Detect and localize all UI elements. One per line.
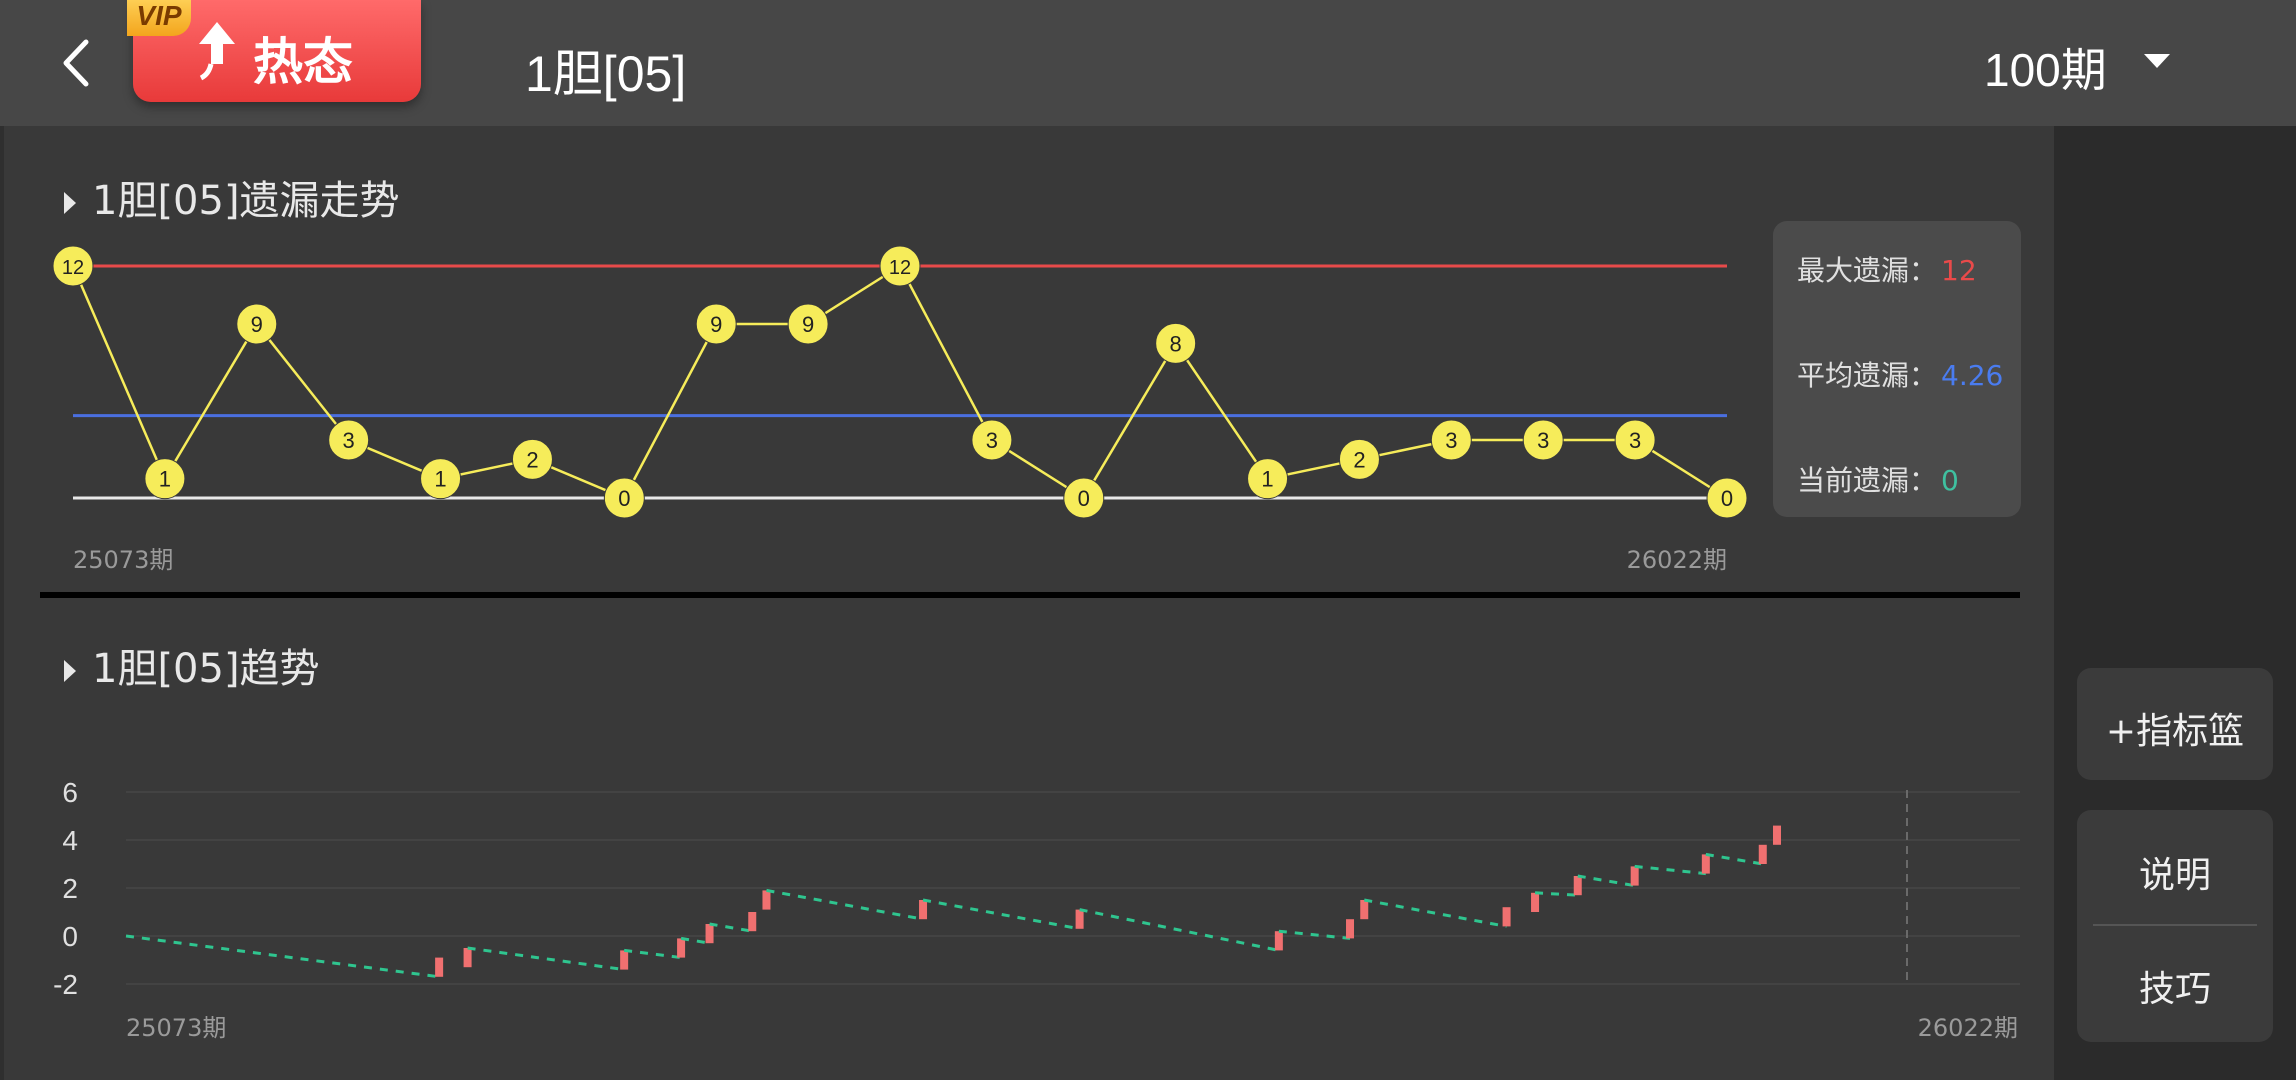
hot-state-button[interactable]: VIP 热态 — [127, 0, 421, 102]
chevron-left-icon — [63, 39, 89, 87]
stat-avg-omission: 平均遗漏： 4.26 — [1797, 354, 2003, 394]
help-card-separator — [2093, 924, 2257, 926]
omission-trend-title[interactable]: 1胆[05]遗漏走势 — [62, 168, 400, 226]
stat-avg-label: 平均遗漏： — [1797, 359, 1938, 392]
period-dropdown[interactable]: 100期 — [1984, 34, 2170, 96]
vip-badge: VIP — [127, 0, 191, 36]
indicator-basket-card: +指标篮 — [2077, 668, 2273, 780]
hot-state-label: 热态 — [253, 33, 353, 91]
arrow-up-icon — [199, 22, 235, 81]
trend-title[interactable]: 1胆[05]趋势 — [62, 636, 320, 694]
omission-stats-box: 最大遗漏： 12 平均遗漏： 4.26 当前遗漏： 0 — [1773, 221, 2021, 517]
stat-max-omission: 最大遗漏： 12 — [1797, 249, 1977, 289]
stat-avg-value: 4.26 — [1941, 359, 2004, 392]
page-title: 1胆[05] — [525, 46, 687, 102]
trend-title-text: 1胆[05]趋势 — [92, 646, 320, 692]
main-panel — [4, 126, 2054, 1080]
help-card: 说明 技巧 — [2077, 810, 2273, 1042]
stat-max-value: 12 — [1941, 254, 1977, 287]
stat-current-value: 0 — [1941, 464, 1959, 497]
back-button[interactable] — [52, 28, 108, 98]
explain-button[interactable]: 说明 — [2138, 855, 2211, 896]
section-divider — [40, 592, 2020, 598]
stat-max-label: 最大遗漏： — [1797, 254, 1938, 287]
caret-right-icon — [64, 192, 76, 214]
caret-down-icon — [2144, 54, 2170, 68]
period-value: 100期 — [1984, 44, 2107, 96]
omission-trend-title-text: 1胆[05]遗漏走势 — [92, 178, 400, 224]
tips-button[interactable]: 技巧 — [2138, 969, 2211, 1010]
top-bar: VIP 热态 1胆[05] 100期 — [0, 0, 2296, 126]
add-indicator-basket-button[interactable]: +指标篮 — [2105, 711, 2245, 752]
caret-right-icon — [64, 660, 76, 682]
stat-current-omission: 当前遗漏： 0 — [1797, 459, 1959, 499]
stat-current-label: 当前遗漏： — [1797, 464, 1938, 497]
